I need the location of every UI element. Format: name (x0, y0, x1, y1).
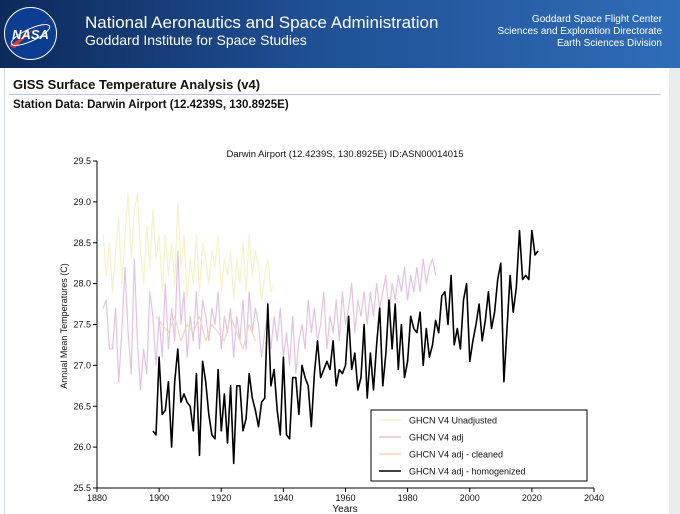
y-tick-label: 26.0 (73, 442, 91, 452)
x-tick-label: 1920 (211, 493, 231, 503)
page-title: GISS Surface Temperature Analysis (v4) (13, 77, 261, 92)
y-tick-label: 28.5 (73, 238, 91, 248)
legend-label-4: GHCN V4 adj - homogenized (409, 467, 526, 477)
legend: GHCN V4 Unadjusted GHCN V4 adj GHCN V4 adj… (370, 409, 588, 482)
legend-label-3: GHCN V4 adj - cleaned (409, 450, 503, 460)
x-tick-label: 2040 (584, 493, 604, 503)
y-tick-label: 26.5 (73, 401, 91, 411)
series-line-3 (155, 315, 256, 350)
axes: 25.5 26.0 26.5 27.0 27.5 28.0 28.5 29.0 29.5 1880… (73, 156, 604, 503)
title-divider (9, 94, 661, 95)
x-tick-label: 1980 (398, 493, 418, 503)
x-tick-label: 1880 (87, 493, 107, 503)
parent-organizations: Goddard Space Flight Center Sciences and… (497, 14, 662, 50)
y-tick-label: 29.0 (73, 197, 91, 207)
y-tick-label: 28.0 (73, 279, 91, 289)
directorate-link[interactable]: Sciences and Exploration Directorate (497, 26, 662, 37)
gsfc-link[interactable]: Goddard Space Flight Center (531, 14, 662, 25)
series-line-1 (102, 193, 275, 301)
y-tick-label: 27.0 (73, 360, 91, 370)
series-line-4 (152, 229, 539, 465)
x-tick-label: 1900 (149, 493, 169, 503)
chart-title: Darwin Airport (12.4239S, 130.8925E) ID:… (226, 149, 463, 160)
y-tick-label: 27.5 (73, 320, 91, 330)
x-tick-label: 1940 (273, 493, 293, 503)
nasa-logo[interactable]: NASA (3, 6, 58, 61)
nasa-logo-text: NASA (12, 27, 49, 42)
legend-label-2: GHCN V4 adj (409, 433, 464, 443)
x-tick-label: 2000 (460, 493, 480, 503)
plot-area (102, 193, 539, 465)
x-tick-label: 2020 (522, 493, 542, 503)
x-tick-label: 1960 (335, 493, 355, 503)
institute-name[interactable]: Goddard Institute for Space Studies (85, 32, 307, 48)
site-header: NASA National Aeronautics and Space Admi… (0, 0, 680, 68)
legend-box (370, 409, 588, 482)
legend-label-1: GHCN V4 Unadjusted (409, 416, 497, 426)
division-link[interactable]: Earth Sciences Division (556, 38, 662, 49)
org-name[interactable]: National Aeronautics and Space Administr… (85, 13, 439, 32)
page-scrollbar[interactable] (669, 68, 680, 514)
y-tick-label: 25.5 (73, 483, 91, 493)
y-axis-label: Annual Mean Temperatures (C) (59, 263, 69, 388)
y-tick-label: 29.5 (73, 156, 91, 166)
x-axis-label: Years (332, 504, 357, 514)
station-title: Station Data: Darwin Airport (12.4239S, … (13, 99, 289, 111)
